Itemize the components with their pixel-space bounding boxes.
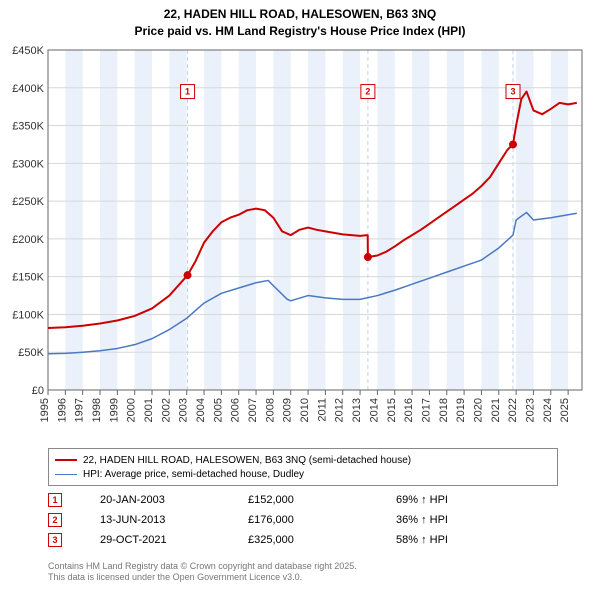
legend-label: HPI: Average price, semi-detached house,… [83, 469, 304, 480]
footer-attribution: Contains HM Land Registry data © Crown c… [48, 561, 357, 584]
x-tick-label: 2019 [455, 398, 467, 422]
x-tick-label: 2012 [334, 398, 346, 422]
x-tick-label: 2023 [524, 398, 536, 422]
x-tick-label: 1999 [108, 398, 120, 422]
sale-row: 3 29-OCT-2021 £325,000 58% ↑ HPI [48, 530, 558, 550]
y-tick-label: £450K [12, 45, 44, 57]
sale-marker-num: 1 [185, 87, 190, 97]
y-tick-label: £50K [18, 347, 44, 359]
sale-delta: 36% ↑ HPI [396, 514, 448, 526]
sale-dot [364, 253, 372, 261]
x-tick-label: 2004 [195, 398, 207, 422]
legend-swatch [55, 474, 77, 475]
sale-price: £176,000 [248, 514, 358, 526]
footer-line-1: Contains HM Land Registry data © Crown c… [48, 561, 357, 573]
chart-svg: £0 £50K £100K £150K £200K £250K £300K £350K £400… [0, 42, 600, 442]
x-tick-label: 2015 [386, 398, 398, 422]
title-line-1: 22, HADEN HILL ROAD, HALESOWEN, B63 3NQ [0, 6, 600, 23]
sale-marker-num: 2 [365, 87, 370, 97]
x-tick-label: 2003 [178, 398, 190, 422]
y-tick-label: £350K [12, 121, 44, 133]
legend-row: 22, HADEN HILL ROAD, HALESOWEN, B63 3NQ … [55, 453, 551, 467]
x-tick-label: 2021 [490, 398, 502, 422]
x-tick-label: 2009 [282, 398, 294, 422]
sale-dot [184, 271, 192, 279]
y-tick-label: £400K [12, 83, 44, 95]
sales-table: 1 20-JAN-2003 £152,000 69% ↑ HPI 2 13-JUN-201… [48, 490, 558, 550]
x-tick-label: 2020 [472, 398, 484, 422]
footer-line-2: This data is licensed under the Open Gov… [48, 572, 357, 584]
x-tick-label: 2018 [438, 398, 450, 422]
legend: 22, HADEN HILL ROAD, HALESOWEN, B63 3NQ … [48, 448, 558, 486]
x-tick-label: 2010 [299, 398, 311, 422]
chart-plot: £0 £50K £100K £150K £200K £250K £300K £350K £400… [0, 42, 600, 442]
x-tick-label: 1995 [39, 398, 51, 422]
y-tick-label: £250K [12, 196, 44, 208]
sale-row: 2 13-JUN-2013 £176,000 36% ↑ HPI [48, 510, 558, 530]
x-tick-label: 2014 [368, 398, 380, 422]
y-tick-label: £0 [32, 385, 44, 397]
legend-swatch [55, 459, 77, 461]
x-tick-label: 2017 [420, 398, 432, 422]
sale-delta: 58% ↑ HPI [396, 534, 448, 546]
x-tick-label: 2005 [212, 398, 224, 422]
sale-date: 29-OCT-2021 [100, 534, 210, 546]
x-tick-label: 2001 [143, 398, 155, 422]
sale-date: 20-JAN-2003 [100, 494, 210, 506]
sale-dot [509, 140, 517, 148]
y-tick-label: £150K [12, 272, 44, 284]
x-tick-label: 2002 [160, 398, 172, 422]
sale-marker-box: 3 [48, 533, 62, 547]
x-tick-label: 2007 [247, 398, 259, 422]
x-tick-label: 2008 [264, 398, 276, 422]
sale-row: 1 20-JAN-2003 £152,000 69% ↑ HPI [48, 490, 558, 510]
legend-row: HPI: Average price, semi-detached house,… [55, 467, 551, 481]
y-tick-label: £300K [12, 158, 44, 170]
x-tick-label: 1998 [91, 398, 103, 422]
x-tick-label: 2006 [230, 398, 242, 422]
x-tick-label: 2016 [403, 398, 415, 422]
x-tick-label: 2025 [559, 398, 571, 422]
x-tick-label: 2022 [507, 398, 519, 422]
title-line-2: Price paid vs. HM Land Registry's House … [0, 23, 600, 40]
y-tick-label: £100K [12, 309, 44, 321]
legend-label: 22, HADEN HILL ROAD, HALESOWEN, B63 3NQ … [83, 455, 411, 466]
sale-marker-num: 3 [510, 87, 515, 97]
chart-title-block: 22, HADEN HILL ROAD, HALESOWEN, B63 3NQ … [0, 0, 600, 40]
x-tick-label: 2011 [316, 398, 328, 422]
sale-marker-box: 1 [48, 493, 62, 507]
x-tick-label: 2000 [126, 398, 138, 422]
sale-marker-box: 2 [48, 513, 62, 527]
x-tick-label: 2024 [542, 398, 554, 422]
x-tick-label: 1997 [74, 398, 86, 422]
x-tick-label: 1996 [56, 398, 68, 422]
x-tick-label: 2013 [351, 398, 363, 422]
sale-price: £152,000 [248, 494, 358, 506]
chart-container: 22, HADEN HILL ROAD, HALESOWEN, B63 3NQ … [0, 0, 600, 590]
sale-delta: 69% ↑ HPI [396, 494, 448, 506]
sale-price: £325,000 [248, 534, 358, 546]
sale-date: 13-JUN-2013 [100, 514, 210, 526]
y-tick-label: £200K [12, 234, 44, 246]
